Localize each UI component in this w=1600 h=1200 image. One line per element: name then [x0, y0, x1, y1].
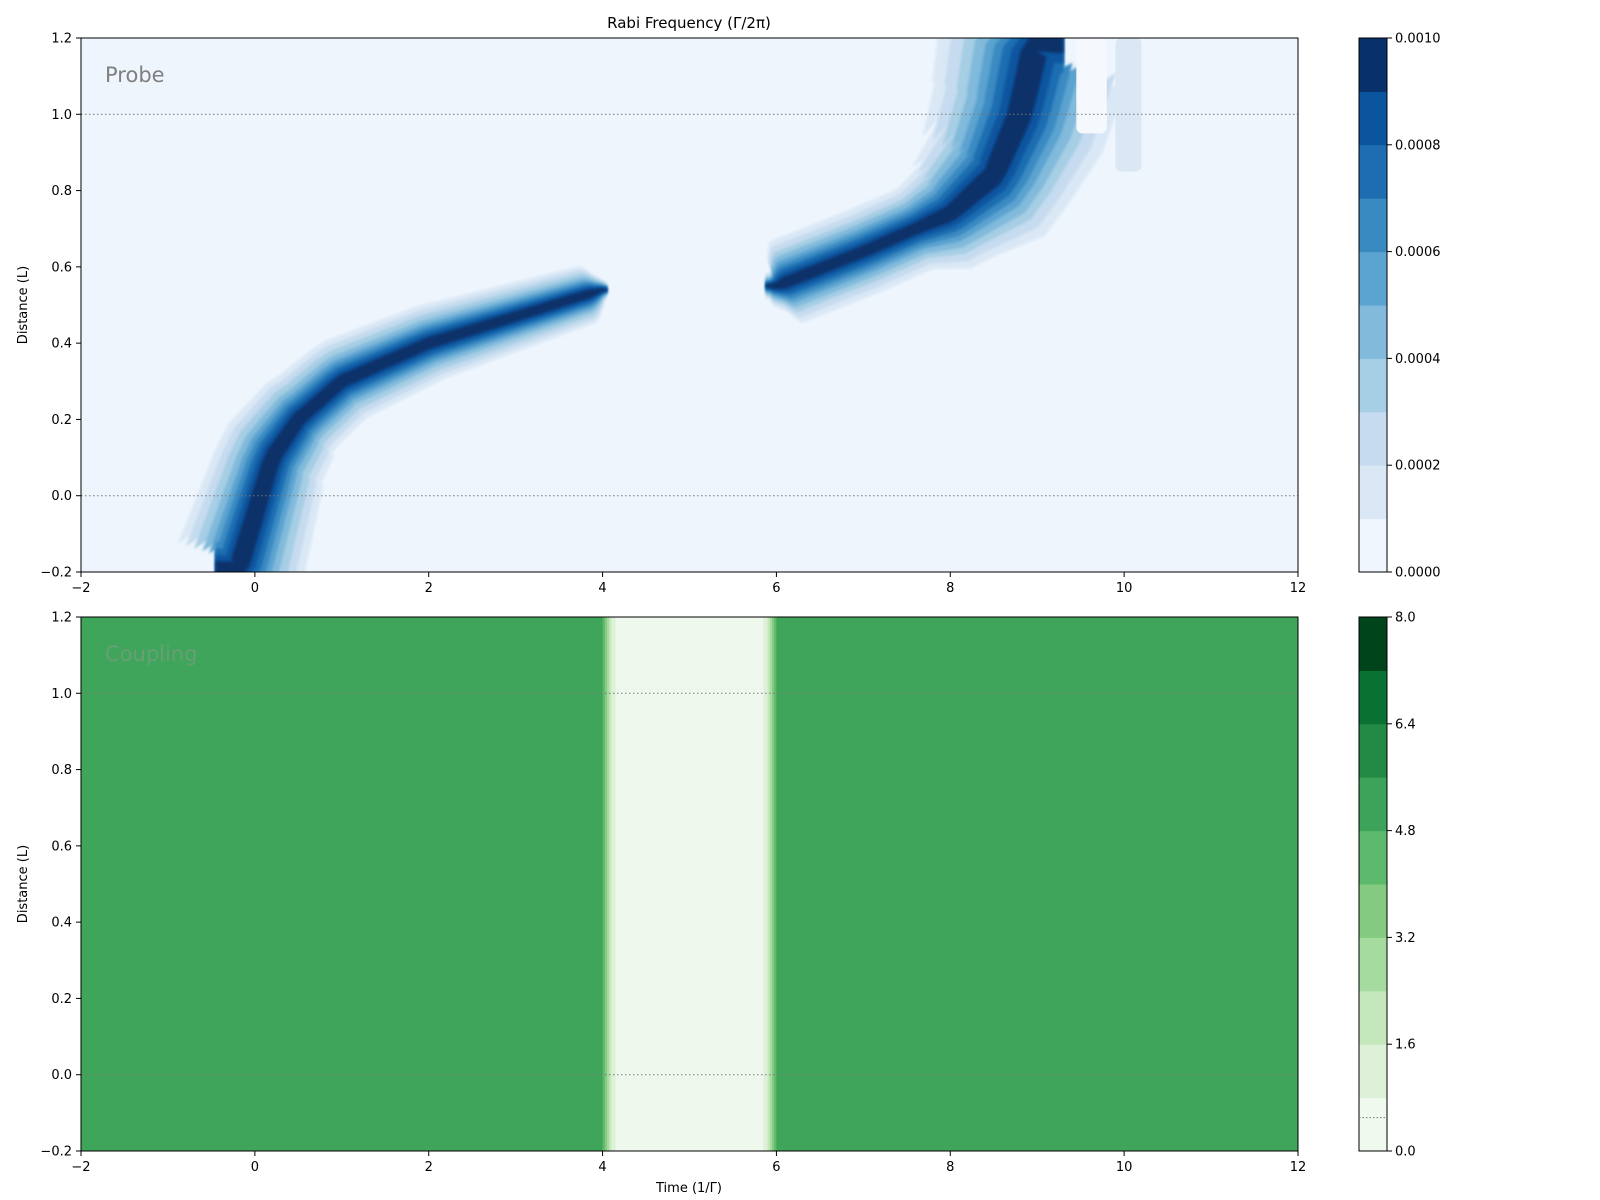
chart-title: Rabi Frequency (Γ/2π) — [607, 14, 771, 32]
coupling-axes-frame — [80, 616, 1299, 1152]
probe-panel: Probe −2 0 2 4 6 8 10 12 −0.2 0.0 0.2 0.4 0.6 0.8 1.0… — [16, 32, 1306, 597]
probe-x-ticks: −2 0 2 4 6 8 10 12 — [71, 572, 1306, 596]
probe-reference-lines — [81, 113, 1298, 497]
y-tick-label: −0.2 — [40, 1145, 72, 1160]
colorbar-level — [1359, 830, 1387, 885]
x-tick-label: 10 — [1116, 1160, 1133, 1175]
x-tick-label: 4 — [598, 581, 606, 596]
coupling-panel: Coupling −2 0 2 4 6 8 10 12 −0.2 0.0 0.2 0.4 0.6 0.8… — [16, 611, 1306, 1197]
colorbar-level — [1359, 777, 1387, 832]
x-tick-label: 8 — [946, 581, 954, 596]
colorbar-level — [1359, 144, 1387, 199]
colorbar-level — [1359, 91, 1387, 146]
colorbar-level — [1359, 884, 1387, 938]
x-tick-label: 12 — [1290, 1160, 1307, 1175]
colorbar-tick-label: 0.0006 — [1395, 245, 1441, 260]
colorbar-level — [1359, 198, 1387, 253]
x-tick-label: 0 — [251, 1160, 259, 1175]
colorbar-level — [1359, 465, 1387, 520]
y-tick-label: 0.8 — [51, 763, 72, 778]
y-tick-label: 1.2 — [51, 32, 72, 47]
y-tick-label: 0.6 — [51, 260, 72, 275]
coupling-x-axis-label: Time (1/Γ) — [655, 1181, 722, 1196]
colorbar-tick-label: 8.0 — [1395, 611, 1416, 626]
x-tick-label: −2 — [71, 581, 90, 596]
colorbar-level — [1359, 990, 1387, 1045]
y-tick-label: 0.4 — [51, 337, 72, 352]
colorbar-tick-label: 0.0008 — [1395, 138, 1441, 153]
coupling-reference-lines — [81, 692, 1298, 1076]
x-tick-label: 2 — [425, 581, 433, 596]
y-tick-label: 1.0 — [51, 108, 72, 123]
coupling-colorbar: 0.0 1.6 3.2 4.8 6.4 8.0 — [1358, 611, 1416, 1160]
coupling-x-ticks: −2 0 2 4 6 8 10 12 — [71, 1151, 1306, 1175]
y-tick-label: 0.0 — [51, 489, 72, 504]
x-tick-label: 6 — [772, 1160, 780, 1175]
colorbar-level — [1359, 518, 1387, 573]
colorbar-level — [1359, 937, 1387, 992]
colorbar-level — [1359, 723, 1387, 778]
colorbar-level — [1359, 670, 1387, 725]
colorbar-tick-label: 6.4 — [1395, 717, 1416, 732]
colorbar-tick-label: 0.0010 — [1395, 32, 1441, 47]
probe-trailing-lobe — [1115, 38, 1142, 172]
colorbar-level — [1359, 251, 1387, 306]
colorbar-tick-label: 0.0 — [1395, 1145, 1416, 1160]
y-tick-label: 0.2 — [51, 413, 72, 428]
colorbar-frame — [1358, 37, 1388, 573]
x-tick-label: −2 — [71, 1160, 90, 1175]
y-tick-label: 0.6 — [51, 839, 72, 854]
colorbar-level — [1359, 1097, 1387, 1152]
y-tick-label: −0.2 — [40, 566, 72, 581]
y-tick-label: 0.4 — [51, 916, 72, 931]
colorbar-tick-label: 3.2 — [1395, 931, 1416, 946]
probe-pulse-2-band — [766, 38, 1064, 290]
probe-y-ticks: −0.2 0.0 0.2 0.4 0.6 0.8 1.0 1.2 — [40, 32, 81, 581]
colorbar-level — [1359, 617, 1387, 671]
colorbar-tick-label: 0.0002 — [1395, 459, 1441, 474]
probe-y-axis-label: Distance (L) — [16, 266, 31, 344]
colorbar-level — [1359, 1044, 1387, 1099]
coupling-panel-label: Coupling — [105, 642, 197, 666]
coupling-field — [81, 617, 1298, 1151]
colorbar-tick-label: 1.6 — [1395, 1038, 1416, 1053]
probe-field — [177, 38, 1142, 572]
colorbar-frame — [1358, 616, 1388, 1152]
probe-colorbar: 0.0000 0.0002 0.0004 0.0006 0.0008 0.0010 — [1358, 32, 1441, 581]
x-tick-label: 4 — [598, 1160, 606, 1175]
y-tick-label: 0.2 — [51, 992, 72, 1007]
x-tick-label: 6 — [772, 581, 780, 596]
x-tick-label: 0 — [251, 581, 259, 596]
colorbar-level — [1359, 411, 1387, 466]
y-tick-label: 1.2 — [51, 611, 72, 626]
coupling-y-axis-label: Distance (L) — [16, 845, 31, 923]
y-tick-label: 1.0 — [51, 687, 72, 702]
probe-axes-frame — [80, 37, 1299, 573]
y-tick-label: 0.0 — [51, 1068, 72, 1083]
colorbar-tick-label: 4.8 — [1395, 824, 1416, 839]
probe-panel-label: Probe — [105, 63, 165, 87]
coupling-off-region — [615, 617, 764, 1151]
x-tick-label: 2 — [425, 1160, 433, 1175]
x-tick-label: 10 — [1116, 581, 1133, 596]
colorbar-level — [1359, 305, 1387, 359]
x-tick-label: 12 — [1290, 581, 1307, 596]
colorbar-level — [1359, 38, 1387, 92]
y-tick-label: 0.8 — [51, 184, 72, 199]
colorbar-tick-label: 0.0000 — [1395, 566, 1441, 581]
probe-pulse-1-band — [215, 288, 607, 572]
coupling-y-ticks: −0.2 0.0 0.2 0.4 0.6 0.8 1.0 1.2 — [40, 611, 81, 1160]
probe-gap-band — [1076, 38, 1107, 134]
colorbar-level — [1359, 358, 1387, 413]
colorbar-tick-label: 0.0004 — [1395, 352, 1441, 367]
x-tick-label: 8 — [946, 1160, 954, 1175]
